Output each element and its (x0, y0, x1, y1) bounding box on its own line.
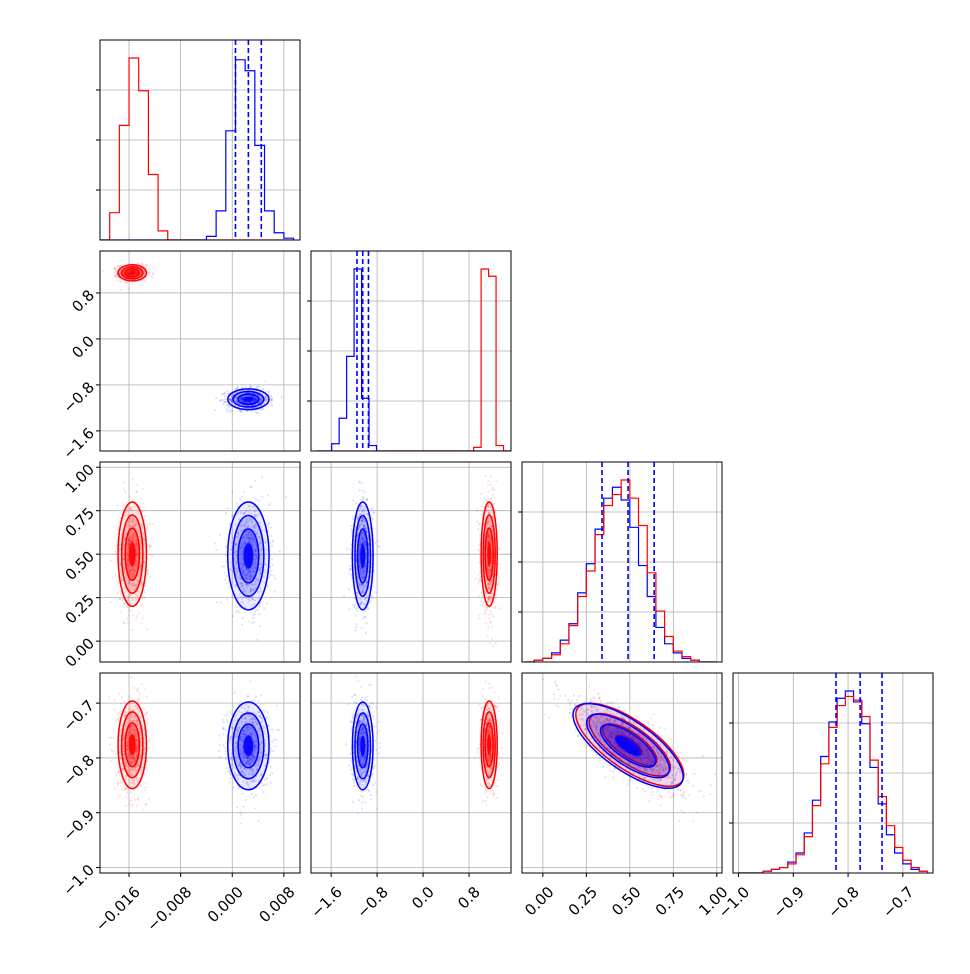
y-tick-label: 0.50 (62, 547, 98, 583)
x-tick-label: 0.000 (204, 883, 247, 926)
scatter-panel-4-1 (100, 671, 300, 873)
x-tick-label: −0.008 (143, 883, 195, 935)
histogram-panel-2 (307, 251, 511, 451)
histogram-panel-3 (518, 462, 722, 662)
x-tick-label: 0.8 (454, 883, 484, 913)
y-tick-label: −0.7 (60, 696, 98, 734)
y-tick-label: 0.8 (68, 286, 98, 316)
x-tick-label: −1.6 (307, 883, 345, 921)
contours-series-1 (228, 389, 269, 410)
histogram-panel-4 (729, 673, 933, 873)
x-tick-label: 0.008 (256, 883, 299, 926)
y-tick-label: −1.6 (60, 424, 98, 462)
x-tick-label: −0.7 (879, 883, 917, 921)
histogram-series-2 (525, 480, 716, 662)
y-tick-label: 0.75 (62, 504, 98, 540)
x-tick-label: 0.00 (521, 883, 557, 919)
x-tick-label: 0.25 (565, 883, 601, 919)
contours-series-1 (228, 702, 269, 790)
histogram-series-1 (317, 269, 511, 451)
x-tick-label: −0.016 (92, 883, 144, 935)
contours-series-2 (118, 502, 146, 606)
contours-series-2 (118, 265, 146, 281)
contours-series-2 (481, 701, 497, 789)
scatter-panel-3-2 (311, 462, 511, 662)
y-tick-label: −1.0 (60, 861, 98, 899)
x-tick-label: −0.9 (770, 883, 808, 921)
x-tick-label: 0.75 (652, 883, 688, 919)
histogram-series-2 (317, 269, 511, 451)
y-tick-label: −0.8 (60, 751, 98, 789)
x-tick-label: −0.8 (824, 883, 862, 921)
y-tick-label: 0.25 (62, 591, 98, 627)
x-tick-label: −0.8 (353, 883, 391, 921)
contours-series-2 (481, 502, 497, 606)
y-tick-label: −0.9 (60, 806, 98, 844)
contours-series-1 (352, 702, 373, 790)
y-tick-label: −0.8 (60, 378, 98, 416)
scatter-panel-4-3 (522, 663, 722, 873)
histogram-series-1 (525, 487, 716, 662)
contours-series-2 (118, 701, 146, 789)
histogram-series-1 (738, 691, 927, 873)
scatter-panel-4-2 (311, 661, 511, 873)
x-tick-label: 0.0 (408, 883, 438, 913)
y-tick-label: 1.00 (62, 460, 98, 496)
contours-series-1 (228, 502, 269, 610)
x-tick-label: 0.50 (608, 883, 644, 919)
scatter-panel-2-1 (100, 251, 300, 451)
scatter-panel-3-1 (100, 462, 300, 662)
y-tick-label: 0.0 (68, 332, 98, 362)
y-tick-label: 0.00 (62, 634, 98, 670)
contours-series-1 (352, 502, 373, 610)
histogram-panel-1 (96, 40, 300, 240)
